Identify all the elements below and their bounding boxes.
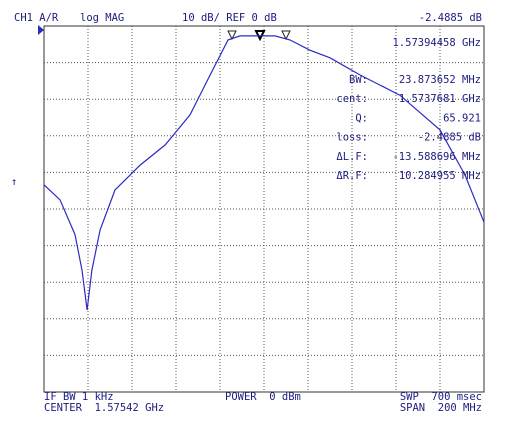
- trace: [43, 35, 485, 311]
- span: SPAN 200 MHz: [400, 402, 482, 414]
- stat-label: BW:: [349, 74, 368, 86]
- stat-value: -2.4885 dB: [418, 132, 481, 144]
- ref-marker: [38, 25, 44, 35]
- marker-right: [281, 30, 291, 41]
- stat-value: 1.5737681 GHz: [399, 93, 481, 105]
- channel: CH1 A/R: [14, 12, 59, 24]
- stat-value: 65.921: [443, 112, 481, 124]
- ifbw: IF BW 1 kHz: [44, 391, 114, 403]
- stat-value: 10.284955 MHz: [399, 170, 481, 182]
- marker-freq: 1.57394458 GHz: [392, 37, 481, 49]
- stat-label: ΔL.F:: [336, 151, 368, 163]
- scale: 10 dB/ REF 0 dB: [182, 12, 277, 24]
- grid: [44, 26, 484, 392]
- stat-label: loss:: [336, 132, 368, 144]
- stat-label: cent:: [336, 93, 368, 105]
- center: CENTER 1.57542 GHz: [44, 402, 164, 414]
- stat-value: -13.588696 MHz: [392, 151, 481, 163]
- stat-label: Q:: [355, 112, 368, 124]
- marker-left: [227, 30, 237, 41]
- format: log MAG: [80, 12, 124, 24]
- stat-label: ΔR.F:: [336, 170, 368, 182]
- marker-main: [254, 30, 266, 42]
- stat-value: 23.873652 MHz: [399, 74, 481, 86]
- sweep: SWP 700 msec: [400, 391, 482, 403]
- power: POWER 0 dBm: [225, 391, 301, 403]
- marker-value: -2.4885 dB: [419, 12, 482, 24]
- ref-arrow: ↑: [11, 176, 17, 188]
